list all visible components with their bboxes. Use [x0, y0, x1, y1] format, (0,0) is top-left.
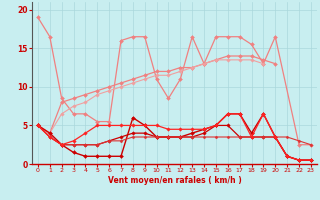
X-axis label: Vent moyen/en rafales ( km/h ): Vent moyen/en rafales ( km/h ): [108, 176, 241, 185]
